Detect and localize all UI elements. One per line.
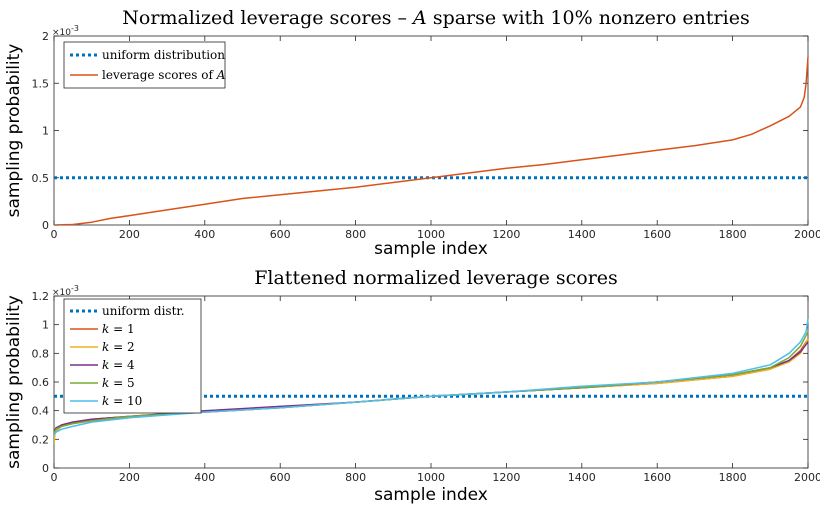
chart-title: Flattened normalized leverage scores (254, 267, 618, 289)
x-tick-label: 1000 (417, 471, 445, 484)
x-tick-label: 0 (51, 471, 58, 484)
series-group (54, 318, 809, 444)
x-tick-label: 1200 (492, 471, 520, 484)
x-axis-label: sample index (374, 239, 488, 259)
legend-label-2: leverage scores of A (102, 68, 226, 82)
y-axis-label: sampling probability (4, 295, 24, 469)
y-tick-label: 0 (42, 462, 49, 475)
x-tick-label: 1600 (643, 471, 671, 484)
y-tick-label: 1.2 (32, 290, 50, 303)
series-line-2 (54, 56, 809, 225)
x-tick-label: 1800 (719, 228, 747, 241)
chart-title: Normalized leverage scores – A sparse wi… (122, 7, 749, 29)
series-line-6 (54, 318, 809, 436)
legend-label-1: uniform distr. (102, 304, 185, 318)
x-tick-label: 200 (119, 471, 140, 484)
x-tick-label: 200 (119, 228, 140, 241)
x-tick-label: 600 (270, 228, 291, 241)
x-tick-label: 1400 (568, 471, 596, 484)
y-tick-label: 1 (42, 319, 49, 332)
legend-label-3: k = 2 (102, 340, 135, 354)
y-axis-label: sampling probability (4, 44, 24, 218)
x-tick-label: 1600 (643, 228, 671, 241)
x-tick-label: 800 (345, 228, 366, 241)
x-tick-label: 2000 (794, 228, 820, 241)
y-exponent-label: ×10-3 (52, 284, 79, 298)
x-tick-label: 400 (194, 471, 215, 484)
y-tick-label: 0.5 (32, 172, 50, 185)
x-tick-label: 1800 (719, 471, 747, 484)
x-tick-label: 800 (345, 471, 366, 484)
y-tick-label: 0.8 (32, 347, 50, 360)
y-tick-label: 0.4 (32, 405, 50, 418)
legend: uniform distr. k = 1 k = 2 k = 4 k = 5 k = 10 (63, 298, 202, 414)
legend-label-1: uniform distribution (102, 48, 225, 62)
legend-box (63, 41, 226, 89)
legend-label-2: k = 1 (102, 322, 135, 336)
legend: uniform distribution leverage scores of A (63, 41, 226, 89)
y-tick-label: 2 (42, 30, 49, 43)
x-tick-label: 1000 (417, 228, 445, 241)
legend-label-5: k = 5 (102, 376, 135, 390)
x-tick-label: 2000 (794, 471, 820, 484)
y-tick-label: 1.5 (32, 77, 50, 90)
x-tick-label: 1200 (492, 228, 520, 241)
legend-box (63, 298, 202, 414)
x-tick-label: 1400 (568, 228, 596, 241)
legend-label-6: k = 10 (102, 394, 142, 408)
chart-panel-2: Flattened normalized leverage scores 0 200… (4, 267, 820, 505)
x-axis-label: sample index (374, 485, 488, 505)
y-tick-label: 1 (42, 125, 49, 138)
series-group (54, 56, 809, 225)
chart-panel-1: Normalized leverage scores – A sparse wi… (4, 7, 820, 259)
y-tick-label: 0.6 (32, 376, 50, 389)
legend-label-4: k = 4 (102, 358, 135, 372)
x-tick-label: 0 (51, 228, 58, 241)
y-exponent-label: ×10-3 (52, 24, 79, 38)
x-tick-label: 600 (270, 471, 291, 484)
y-tick-label: 0.2 (32, 433, 50, 446)
x-tick-label: 400 (194, 228, 215, 241)
y-tick-label: 0 (42, 219, 49, 232)
